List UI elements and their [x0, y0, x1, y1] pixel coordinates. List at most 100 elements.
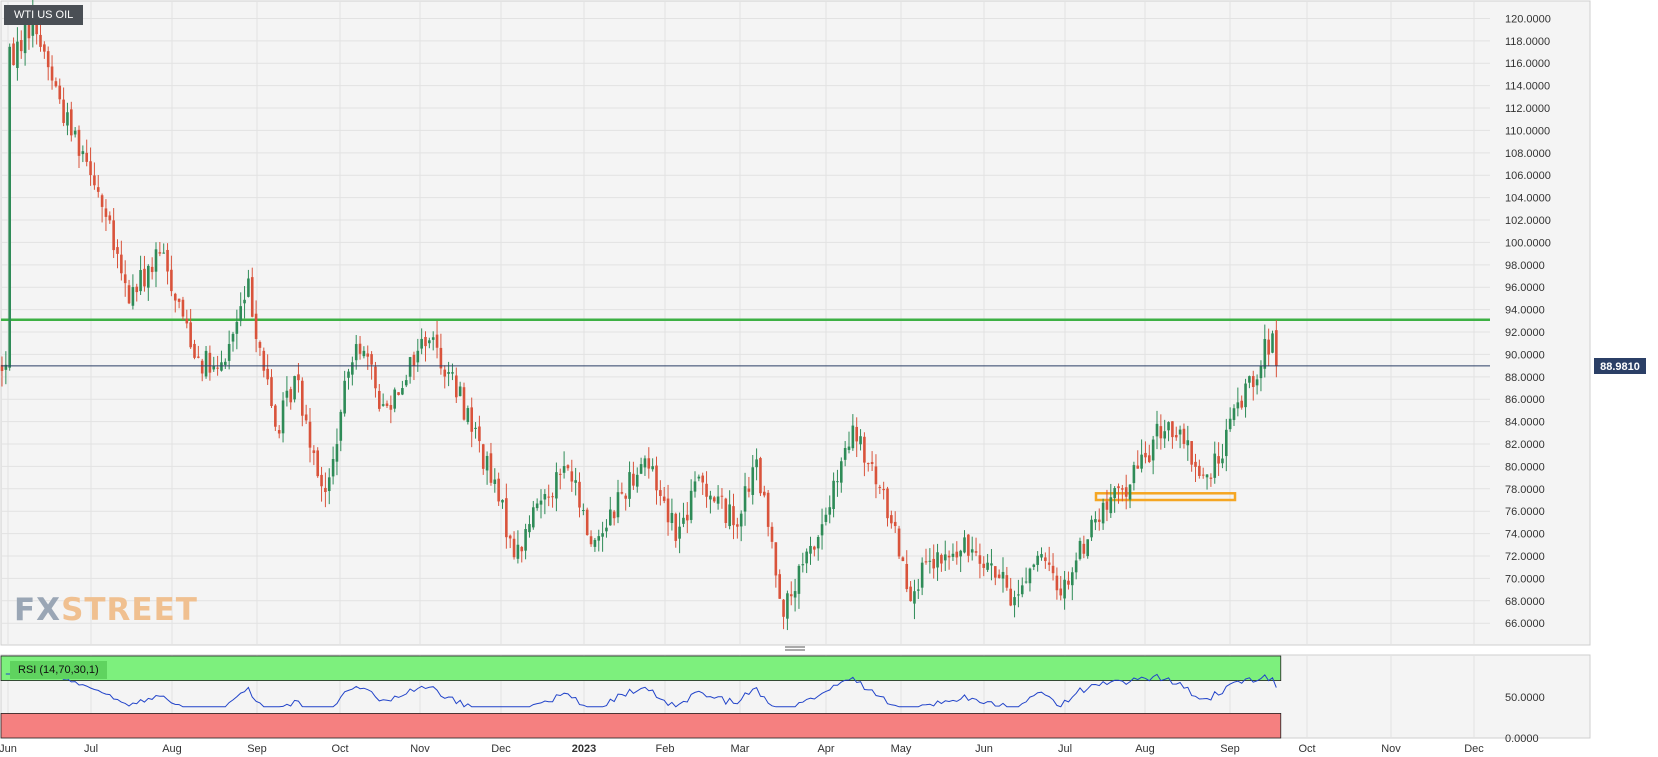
- candle-bearish: [566, 465, 570, 469]
- candle-bullish: [1017, 594, 1020, 596]
- support-zone[interactable]: [1094, 492, 1237, 502]
- candle-bullish: [1020, 585, 1024, 595]
- candle-bearish: [270, 377, 273, 407]
- candle-bullish: [162, 252, 165, 254]
- instrument-badge: WTI US OIL: [4, 5, 84, 25]
- candle-bearish: [197, 356, 200, 358]
- candle-bullish: [351, 362, 354, 375]
- candle-bullish: [847, 446, 851, 450]
- candle-bearish: [647, 458, 651, 469]
- candle-bullish: [1259, 365, 1263, 379]
- candle-bearish: [77, 129, 81, 156]
- candle-bullish: [582, 510, 585, 512]
- candle-bearish: [974, 551, 978, 553]
- candle-bearish: [589, 536, 593, 545]
- candle-bullish: [343, 380, 346, 414]
- candle-bearish: [150, 266, 154, 273]
- candle-bearish: [374, 366, 377, 389]
- candle-bullish: [431, 337, 435, 340]
- candle-bearish: [170, 269, 173, 292]
- panel-resize-handle[interactable]: [785, 646, 805, 651]
- candle-bullish: [1155, 423, 1159, 437]
- candle-bearish: [0, 364, 4, 372]
- candle-bullish: [1225, 429, 1228, 457]
- candle-bearish: [127, 285, 131, 304]
- candle-bearish: [724, 498, 728, 523]
- y-tick-label: 102.0000: [1505, 215, 1551, 227]
- candle-bearish: [558, 473, 562, 475]
- candle-bullish: [643, 458, 647, 468]
- candle-bullish: [393, 389, 396, 409]
- candle-bearish: [135, 286, 139, 293]
- candle-bullish: [4, 364, 8, 370]
- candle-bearish: [489, 453, 493, 483]
- candle-bullish: [639, 464, 643, 474]
- candle-bearish: [277, 430, 281, 434]
- candle-bullish: [1071, 572, 1074, 586]
- candle-bearish: [216, 367, 219, 369]
- y-tick-label: 80.0000: [1505, 461, 1545, 473]
- candle-bearish: [301, 380, 304, 416]
- candle-bullish: [73, 130, 77, 135]
- candle-bearish: [763, 491, 766, 496]
- y-tick-label: 72.0000: [1505, 551, 1545, 563]
- candle-bearish: [578, 481, 581, 508]
- candle-bearish: [435, 334, 439, 348]
- candle-bullish: [1248, 376, 1251, 383]
- candle-bearish: [389, 405, 393, 410]
- candle-bullish: [1271, 333, 1274, 353]
- candle-bearish: [320, 474, 323, 487]
- candle-bearish: [512, 538, 516, 558]
- candle-bearish: [1067, 580, 1070, 585]
- candle-bearish: [882, 488, 885, 491]
- candle-bearish: [620, 492, 624, 494]
- x-tick-label: Aug: [1135, 743, 1155, 755]
- candle-bullish: [786, 593, 789, 619]
- candle-bearish: [886, 488, 889, 519]
- candle-bearish: [870, 462, 874, 464]
- candle-bearish: [585, 509, 589, 536]
- x-tick-label: Jun: [975, 743, 993, 755]
- candle-bullish: [220, 362, 223, 371]
- candle-bearish: [1059, 588, 1063, 596]
- candle-bearish: [955, 551, 959, 558]
- candle-bullish: [824, 514, 828, 522]
- candle-bullish: [401, 388, 404, 395]
- candle-bearish: [89, 161, 92, 176]
- candle-bullish: [66, 112, 69, 126]
- candle-bearish: [177, 298, 181, 302]
- candle-bearish: [200, 360, 204, 374]
- candle-bearish: [855, 426, 858, 442]
- candle-bearish: [505, 498, 508, 538]
- candle-bullish: [1109, 497, 1113, 514]
- candle-bearish: [43, 44, 46, 52]
- candle-bullish: [1078, 540, 1082, 559]
- candle-bullish: [755, 459, 758, 468]
- candle-bullish: [212, 366, 216, 370]
- candle-bullish: [335, 444, 339, 462]
- x-tick-label: Feb: [656, 743, 675, 755]
- candle-bullish: [23, 21, 27, 54]
- candle-bearish: [96, 187, 100, 192]
- candle-bearish: [462, 387, 466, 420]
- candle-bearish: [655, 465, 658, 491]
- current-price-label: 88.9810: [1600, 361, 1640, 373]
- candle-bullish: [1086, 539, 1089, 557]
- x-tick-label: Dec: [491, 743, 511, 755]
- candle-bullish: [828, 507, 832, 515]
- candle-bearish: [185, 318, 189, 324]
- candle-bullish: [555, 472, 558, 499]
- x-tick-label: 2023: [572, 743, 596, 755]
- candle-bullish: [943, 554, 947, 561]
- candle-bullish: [951, 553, 955, 557]
- candle-bullish: [8, 46, 11, 368]
- candle-bullish: [816, 537, 820, 549]
- candle-bearish: [412, 354, 416, 366]
- candle-bullish: [1024, 581, 1028, 583]
- candle-bullish: [689, 490, 693, 520]
- candle-bearish: [254, 313, 258, 339]
- candle-bearish: [189, 322, 192, 348]
- candle-bearish: [659, 490, 662, 496]
- candle-bullish: [1032, 564, 1036, 567]
- candle-bullish: [466, 408, 470, 423]
